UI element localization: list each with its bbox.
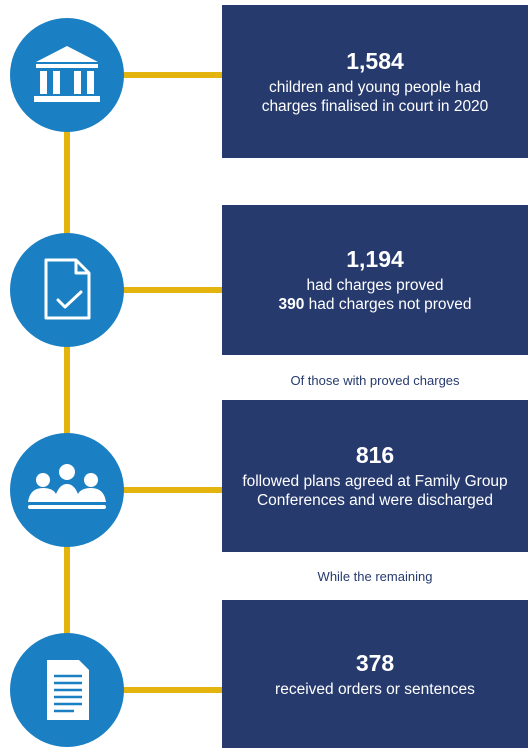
- stat-box: 1,194 had charges proved 390 had charges…: [222, 205, 528, 355]
- sub-text: had charges not proved: [308, 296, 472, 313]
- stat-number: 1,194: [346, 246, 404, 272]
- caption: While the remaining: [317, 569, 433, 584]
- stat-number: 378: [355, 649, 395, 676]
- stat-text: received orders or sentences: [275, 680, 475, 698]
- stat-text: had charges proved: [306, 277, 444, 294]
- stat-box: 378 received orders or sentences: [222, 600, 528, 748]
- caption: Of those with proved charges: [290, 373, 460, 388]
- stat-box: 816 followed plans agreed at Family Grou…: [222, 400, 528, 552]
- connectors: [64, 72, 222, 693]
- stat-box: 1,584 children and young people had char…: [222, 5, 528, 158]
- document-icon: [47, 660, 89, 720]
- stat-number: 1,584: [346, 47, 404, 74]
- icon-circle: [10, 18, 124, 132]
- checked-document-icon: [44, 258, 91, 320]
- icon-circle: [10, 233, 124, 347]
- courthouse-icon: [34, 46, 100, 102]
- sub-number: 390: [278, 296, 305, 313]
- stat-number: 816: [355, 442, 395, 468]
- group-icon: [28, 464, 106, 509]
- stat-subtext: 390 had charges not proved: [240, 295, 510, 314]
- stat-text: followed plans agreed at Family Group Co…: [242, 473, 508, 509]
- stat-text: children and young people had charges fi…: [261, 78, 489, 115]
